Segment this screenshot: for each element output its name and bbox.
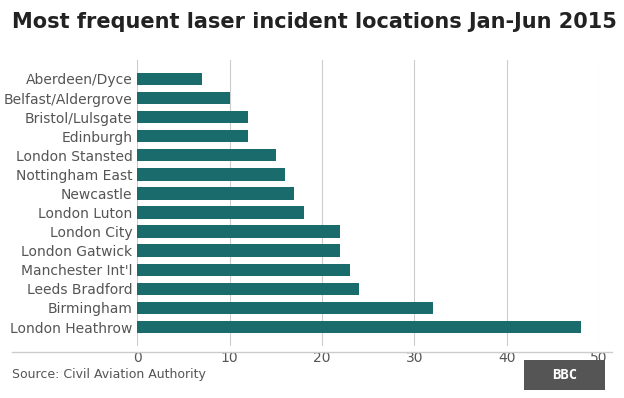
Bar — [137, 225, 341, 238]
Bar — [137, 92, 230, 104]
Bar — [137, 263, 349, 276]
Bar — [137, 187, 295, 200]
Bar — [137, 302, 433, 314]
Bar — [137, 283, 359, 295]
Bar — [137, 321, 580, 333]
Bar — [137, 244, 341, 257]
Bar — [137, 149, 276, 162]
Text: Source: Civil Aviation Authority: Source: Civil Aviation Authority — [12, 368, 207, 380]
Bar — [137, 168, 285, 181]
Text: BBC: BBC — [552, 368, 577, 382]
Bar — [137, 130, 248, 142]
Bar — [137, 111, 248, 123]
Text: Most frequent laser incident locations Jan-Jun 2015: Most frequent laser incident locations J… — [12, 12, 617, 32]
Bar — [137, 206, 303, 219]
Bar — [137, 73, 202, 85]
